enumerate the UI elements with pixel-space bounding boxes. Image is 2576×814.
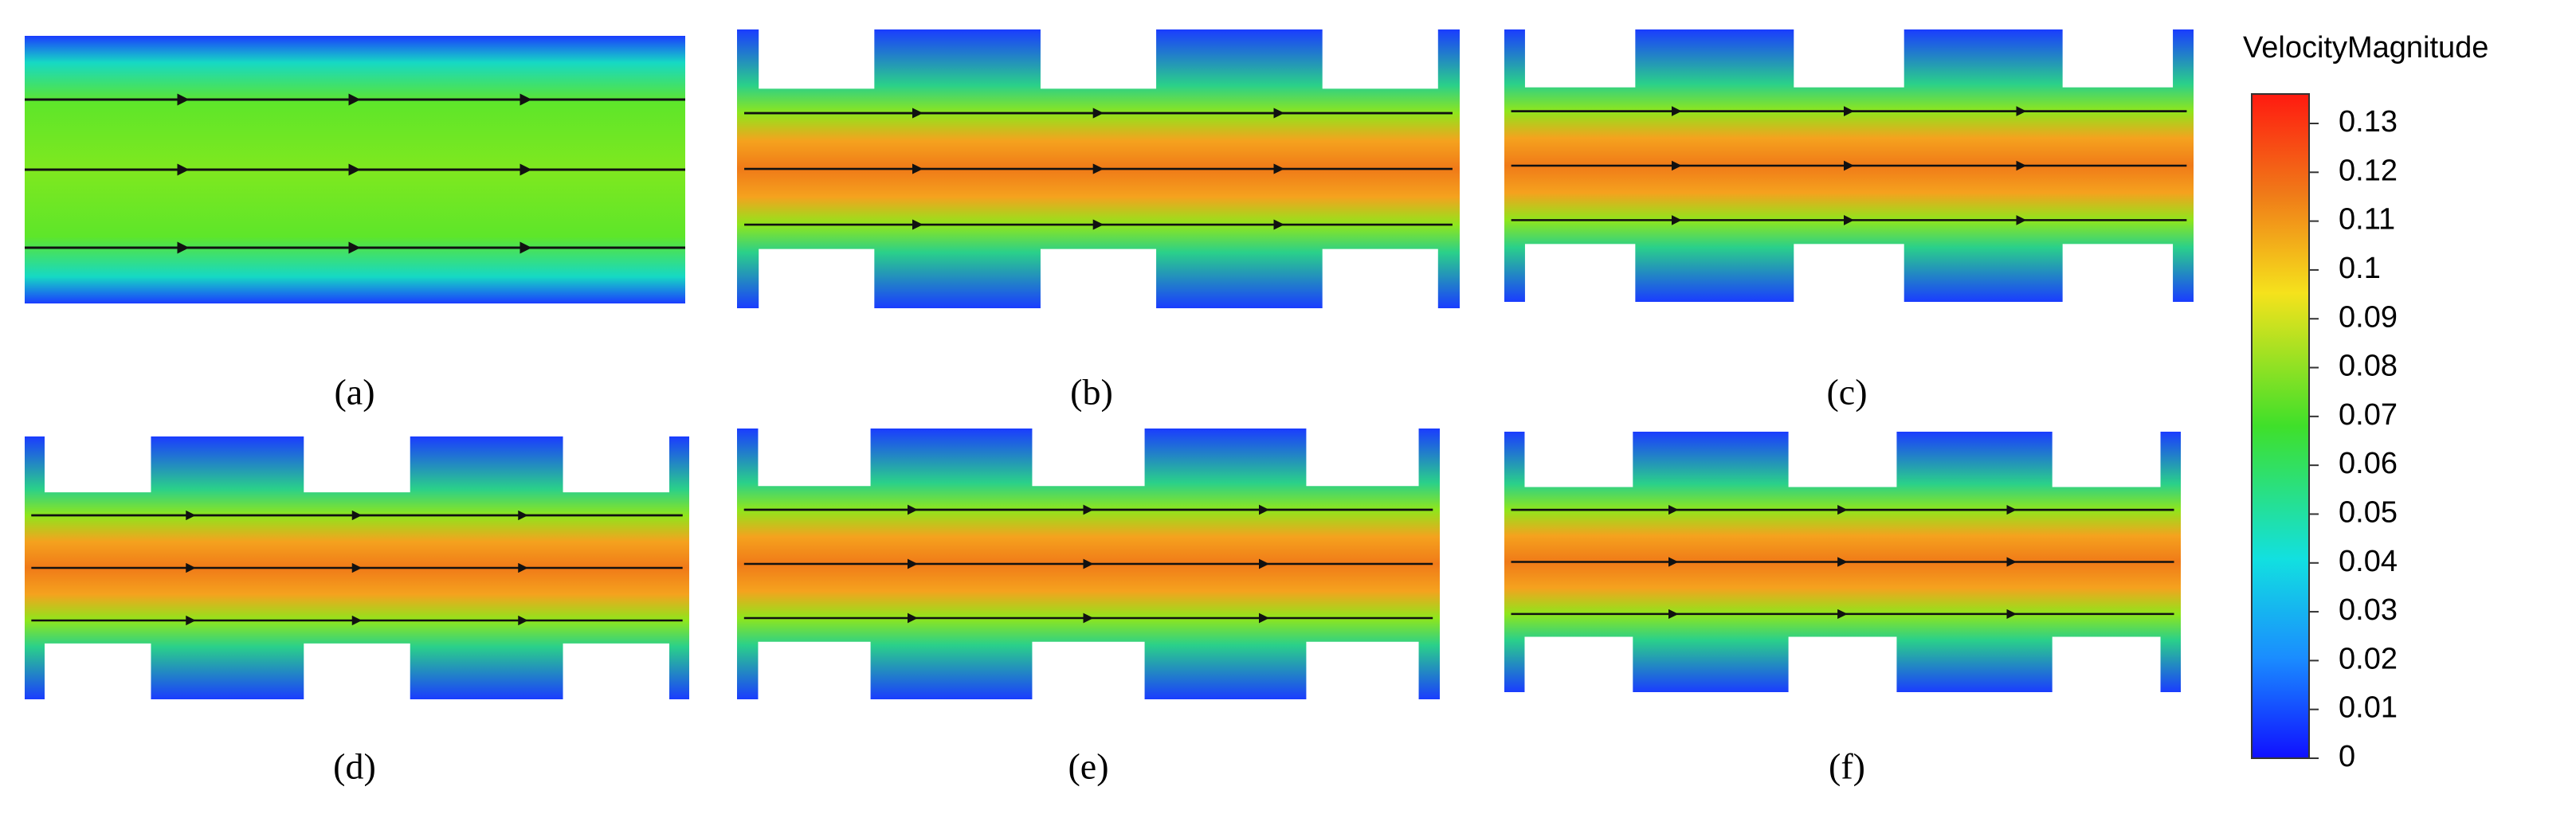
colorbar-title: VelocityMagnitude bbox=[2243, 31, 2488, 65]
panel-b bbox=[737, 29, 1460, 308]
colorbar-tick-label: 0.03 bbox=[2339, 593, 2398, 627]
colorbar-tick-label: 0.08 bbox=[2339, 350, 2398, 383]
panel-e bbox=[737, 429, 1440, 699]
panel-label: (f) bbox=[1829, 746, 1865, 787]
panel-a bbox=[25, 36, 685, 303]
colorbar-tick-label: 0 bbox=[2339, 740, 2355, 773]
panel-label: (b) bbox=[1070, 372, 1113, 413]
colorbar-tick-label: 0.09 bbox=[2339, 300, 2398, 334]
colorbar-tick-label: 0.1 bbox=[2339, 252, 2381, 285]
colorbar-tick-label: 0.04 bbox=[2339, 545, 2398, 578]
colorbar-tick-label: 0.06 bbox=[2339, 447, 2398, 480]
panel-label: (a) bbox=[334, 372, 374, 413]
colorbar-tick-label: 0.12 bbox=[2339, 154, 2398, 187]
panel-c bbox=[1504, 29, 2194, 302]
colorbar-tick-label: 0.07 bbox=[2339, 398, 2398, 432]
colorbar-tick-label: 0.01 bbox=[2339, 691, 2398, 725]
colorbar-tick-label: 0.11 bbox=[2339, 203, 2395, 237]
colorbar bbox=[2251, 93, 2310, 759]
colorbar-tick-label: 0.05 bbox=[2339, 495, 2398, 529]
colorbar-tick-label: 0.02 bbox=[2339, 642, 2398, 675]
panel-d bbox=[25, 436, 689, 699]
panel-f bbox=[1504, 432, 2181, 692]
panel-label: (c) bbox=[1826, 372, 1867, 413]
panel-label: (e) bbox=[1068, 746, 1108, 787]
colorbar-tick-label: 0.13 bbox=[2339, 105, 2398, 139]
panel-label: (d) bbox=[333, 746, 376, 787]
